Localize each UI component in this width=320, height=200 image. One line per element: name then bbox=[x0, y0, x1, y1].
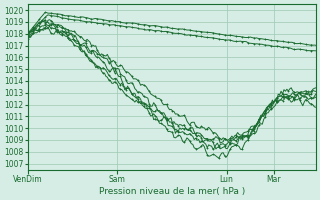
X-axis label: Pression niveau de la mer( hPa ): Pression niveau de la mer( hPa ) bbox=[99, 187, 245, 196]
